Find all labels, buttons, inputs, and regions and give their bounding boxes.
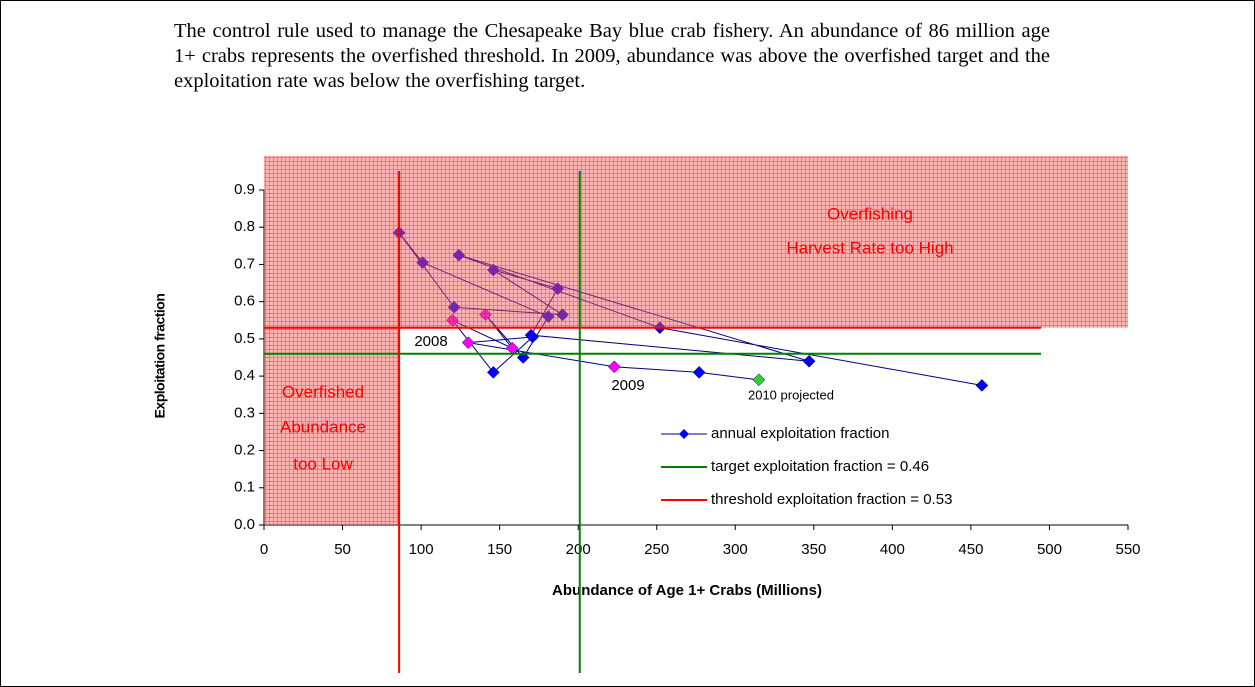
region-label: Overfishing [827,204,913,223]
y-tick-label: 0.7 [234,255,255,272]
y-tick-label: 0.0 [234,516,255,533]
y-tick-label: 0.6 [234,293,255,310]
legend-label: target exploitation fraction = 0.46 [711,458,929,475]
y-tick-label: 0.4 [234,367,255,384]
y-tick-label: 0.2 [234,442,255,459]
x-tick-label: 300 [723,541,748,558]
x-tick-label: 550 [1115,541,1140,558]
x-tick-label: 350 [801,541,826,558]
region-label: Overfished [282,382,364,401]
region-label: Harvest Rate too High [786,238,953,257]
overfishing-region [264,156,1128,328]
y-tick-label: 0.9 [234,181,255,198]
overfished-region [264,327,400,525]
y-axis-title: Exploitation fraction [152,294,168,419]
data-point [752,373,766,387]
data-point [486,366,500,379]
region-label: Abundance [280,417,366,436]
x-tick-label: 200 [566,541,591,558]
y-tick-label: 0.1 [234,479,255,496]
x-tick-label: 0 [260,541,268,558]
annotation: 2010 projected [748,387,834,402]
x-tick-label: 50 [334,541,351,558]
x-tick-label: 250 [644,541,669,558]
y-tick-label: 0.3 [234,404,255,421]
data-point [607,360,621,374]
y-tick-label: 0.5 [234,330,255,347]
y-tick-label: 0.8 [234,218,255,235]
data-point [526,330,539,344]
x-tick-label: 450 [958,541,983,558]
annotation: 2008 [414,333,447,350]
data-point [505,341,519,355]
annotation: 2009 [611,377,644,394]
legend-label: annual exploitation fraction [711,425,889,442]
data-point [461,336,475,349]
data-point [975,379,989,392]
data-point [692,366,706,379]
data-point [802,354,816,368]
x-tick-label: 100 [409,541,434,558]
region-label: too Low [293,454,353,473]
caption: The control rule used to manage the Ches… [174,20,1050,92]
x-tick-label: 400 [880,541,905,558]
legend-swatch [679,429,689,439]
x-axis-title: Abundance of Age 1+ Crabs (Millions) [552,582,822,599]
x-tick-label: 500 [1037,541,1062,558]
x-tick-label: 150 [487,541,512,558]
legend-label: threshold exploitation fraction = 0.53 [711,491,952,508]
